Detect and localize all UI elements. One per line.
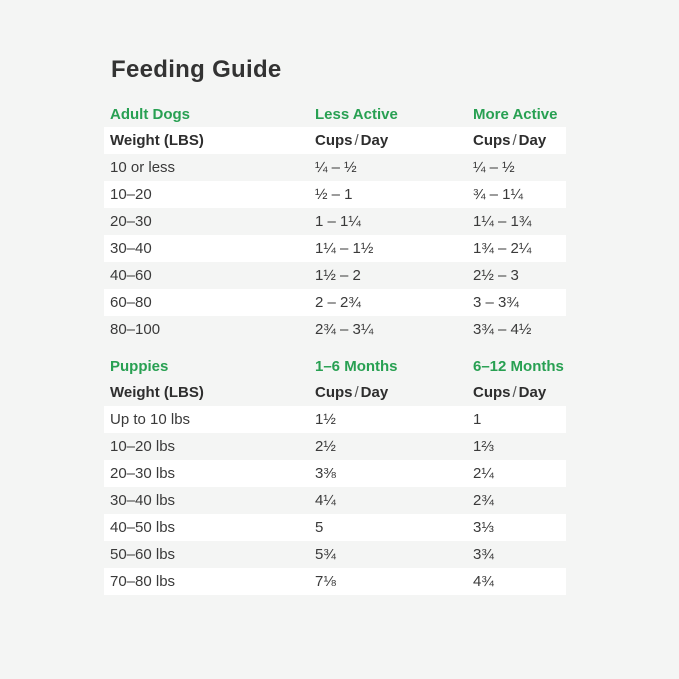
adult-rows: Weight (LBS) Cups / Day Cups / Day 10 or les… (104, 127, 566, 343)
day-word: Day (360, 132, 389, 149)
more-active-cups-cell: 2½ – 3 (473, 267, 519, 284)
months-6-12-cups-cell: 2¾ (473, 492, 494, 509)
puppies-column-header-row: Weight (LBS) Cups / Day Cups / Day (104, 379, 566, 406)
table-row: 10 or less ¼ – ½ ¼ – ½ (104, 154, 566, 181)
slash: / (354, 384, 359, 401)
less-active-cups-cell: 2 – 2¾ (315, 294, 361, 311)
day-word: Day (360, 384, 389, 401)
months-1-6-cups-cell: 7⅛ (315, 573, 336, 590)
puppies-table: Puppies 1–6 Months 6–12 Months Weight (L… (104, 353, 566, 595)
more-active-cups-cell: ¾ – 1¼ (473, 186, 524, 203)
months-1-6-cups-cell: 5¾ (315, 546, 336, 563)
page-title: Feeding Guide (111, 56, 282, 83)
slash: / (512, 132, 517, 149)
less-active-cups-cell: 2¾ – 3¼ (315, 321, 374, 338)
more-active-cups-cell: 3 – 3¾ (473, 294, 519, 311)
months-6-12-cups-cell: 1⅔ (473, 438, 494, 455)
weight-header: Weight (LBS) (110, 132, 204, 149)
cups-day-header: Cups / Day (315, 384, 473, 401)
months-1-6-label: 1–6 Months (315, 357, 398, 375)
months-1-6-cups-cell: 1½ (315, 411, 336, 428)
months-1-6-cups-cell: 2½ (315, 438, 336, 455)
slash: / (354, 132, 359, 149)
months-6-12-label: 6–12 Months (473, 357, 564, 375)
cups-day-header: Cups / Day (315, 132, 473, 149)
puppies-rows: Weight (LBS) Cups / Day Cups / Day Up to 10 … (104, 379, 566, 595)
table-row: 20–30 1 – 1¼ 1¼ – 1¾ (104, 208, 566, 235)
more-active-cups-cell: 1¼ – 1¾ (473, 213, 532, 230)
cups-word: Cups (315, 384, 353, 401)
slash: / (512, 384, 517, 401)
weight-cell: 20–30 (110, 213, 152, 230)
weight-cell: Up to 10 lbs (110, 411, 191, 428)
months-6-12-cups-cell: 1 (473, 411, 482, 428)
cups-word: Cups (473, 384, 511, 401)
months-1-6-cups-cell: 3⅜ (315, 465, 336, 482)
less-active-cups-cell: 1 – 1¼ (315, 213, 361, 230)
weight-cell: 30–40 (110, 240, 152, 257)
table-row: Up to 10 lbs 1½ 1 (104, 406, 566, 433)
table-row: 30–40 1¼ – 1½ 1¾ – 2¼ (104, 235, 566, 262)
table-row: 70–80 lbs 7⅛ 4¾ (104, 568, 566, 595)
cups-word: Cups (315, 132, 353, 149)
table-row: 60–80 2 – 2¾ 3 – 3¾ (104, 289, 566, 316)
weight-cell: 20–30 lbs (110, 465, 176, 482)
cups-day-header: Cups / Day (473, 132, 566, 149)
less-active-cups-cell: ½ – 1 (315, 186, 353, 203)
table-row: 20–30 lbs 3⅜ 2¼ (104, 460, 566, 487)
months-6-12-cups-cell: 3¾ (473, 546, 494, 563)
months-1-6-cups-cell: 4¼ (315, 492, 336, 509)
puppies-label: Puppies (110, 357, 169, 375)
table-row: 10–20 ½ – 1 ¾ – 1¼ (104, 181, 566, 208)
weight-cell: 60–80 (110, 294, 152, 311)
cups-word: Cups (473, 132, 511, 149)
weight-cell: 50–60 lbs (110, 546, 176, 563)
more-active-cups-cell: 1¾ – 2¼ (473, 240, 532, 257)
weight-cell: 70–80 lbs (110, 573, 176, 590)
weight-cell: 40–50 lbs (110, 519, 176, 536)
puppies-section-header: Puppies 1–6 Months 6–12 Months (104, 353, 566, 379)
cups-day-header: Cups / Day (473, 384, 566, 401)
table-row: 40–60 1½ – 2 2½ – 3 (104, 262, 566, 289)
table-row: 40–50 lbs 5 3⅓ (104, 514, 566, 541)
adult-dogs-label: Adult Dogs (110, 105, 190, 123)
more-active-cups-cell: 3¾ – 4½ (473, 321, 532, 338)
less-active-label: Less Active (315, 105, 398, 123)
weight-cell: 80–100 (110, 321, 161, 338)
less-active-cups-cell: 1¼ – 1½ (315, 240, 374, 257)
table-row: 80–100 2¾ – 3¼ 3¾ – 4½ (104, 316, 566, 343)
weight-cell: 10 or less (110, 159, 176, 176)
weight-header: Weight (LBS) (110, 384, 204, 401)
day-word: Day (518, 132, 547, 149)
months-6-12-cups-cell: 2¼ (473, 465, 494, 482)
more-active-cups-cell: ¼ – ½ (473, 159, 515, 176)
weight-cell: 30–40 lbs (110, 492, 176, 509)
table-row: 30–40 lbs 4¼ 2¾ (104, 487, 566, 514)
adult-section-header: Adult Dogs Less Active More Active (104, 101, 566, 127)
table-row: 50–60 lbs 5¾ 3¾ (104, 541, 566, 568)
table-row: 10–20 lbs 2½ 1⅔ (104, 433, 566, 460)
months-1-6-cups-cell: 5 (315, 519, 324, 536)
day-word: Day (518, 384, 547, 401)
adult-dogs-table: Adult Dogs Less Active More Active Weigh… (104, 101, 566, 343)
less-active-cups-cell: ¼ – ½ (315, 159, 357, 176)
weight-cell: 10–20 (110, 186, 152, 203)
weight-cell: 10–20 lbs (110, 438, 176, 455)
feeding-guide: Feeding Guide Adult Dogs Less Active Mor… (104, 54, 566, 595)
weight-cell: 40–60 (110, 267, 152, 284)
months-6-12-cups-cell: 3⅓ (473, 519, 494, 536)
less-active-cups-cell: 1½ – 2 (315, 267, 361, 284)
months-6-12-cups-cell: 4¾ (473, 573, 494, 590)
adult-column-header-row: Weight (LBS) Cups / Day Cups / Day (104, 127, 566, 154)
more-active-label: More Active (473, 105, 558, 123)
